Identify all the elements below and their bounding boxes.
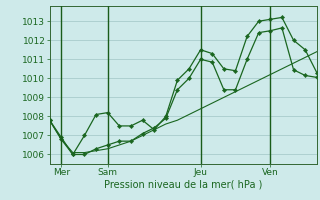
X-axis label: Pression niveau de la mer( hPa ): Pression niveau de la mer( hPa ) [104,180,262,190]
